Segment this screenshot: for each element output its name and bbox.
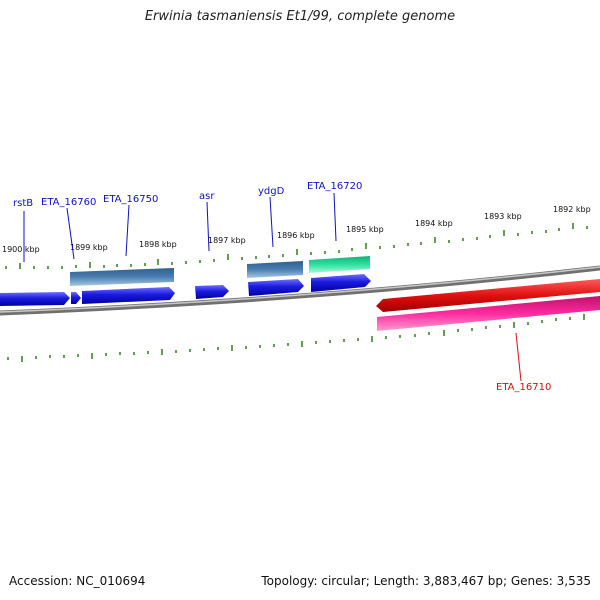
cds-eta-16750-arrow[interactable] — [82, 287, 175, 304]
leader-eta-16750 — [125, 204, 130, 257]
leader-eta-16710 — [515, 332, 522, 382]
lower-tick-minor — [7, 317, 571, 360]
gene-label-rstb[interactable]: rstB — [13, 198, 33, 209]
cds-eta-16760-arrow[interactable] — [71, 292, 81, 304]
cds-rstb-arrow[interactable] — [0, 292, 70, 306]
tick-label-1898: 1898 kbp — [139, 240, 177, 249]
map-title: Erwinia tasmaniensis Et1/99, complete ge… — [144, 9, 456, 24]
upper-tick-ruler — [19, 223, 574, 269]
tick-label-1892: 1892 kbp — [553, 205, 591, 214]
tick-label-1893: 1893 kbp — [484, 212, 522, 221]
tick-label-1894: 1894 kbp — [415, 219, 453, 228]
gene-ydgd-bar[interactable] — [247, 261, 303, 278]
tick-label-1896: 1896 kbp — [277, 231, 315, 240]
tick-label-1895: 1895 kbp — [346, 225, 384, 234]
leader-ydgd — [269, 196, 274, 248]
cds-ydgd-arrow[interactable] — [248, 279, 304, 296]
gene-label-ydgd[interactable]: ydgD — [258, 186, 285, 197]
gene-eta-16720-bar[interactable] — [309, 256, 370, 273]
leader-asr — [206, 201, 210, 252]
genome-backbone — [0, 265, 600, 316]
leader-eta-16720 — [333, 192, 337, 242]
gene-eta-16710-bar[interactable] — [377, 296, 600, 331]
tick-label-1900: 1900 kbp — [2, 245, 40, 254]
topology-text: Topology: circular; Length: 3,883,467 bp… — [261, 574, 591, 588]
leader-eta-16760 — [66, 207, 75, 260]
cds-eta-16710-arrow[interactable] — [376, 279, 600, 312]
cds-asr-arrow[interactable] — [195, 285, 229, 299]
upper-tick-minor — [5, 226, 588, 269]
gene-label-eta-16720[interactable]: ETA_16720 — [307, 181, 362, 192]
gene-eta-16760-16750-bar[interactable] — [70, 268, 174, 286]
tick-label-1899: 1899 kbp — [70, 243, 108, 252]
genome-backbone-highlight — [0, 266, 600, 313]
cds-eta-16720-arrow[interactable] — [311, 274, 371, 292]
gene-label-asr[interactable]: asr — [199, 191, 215, 202]
gene-label-eta-16750[interactable]: ETA_16750 — [103, 194, 158, 205]
lower-tick-ruler — [21, 314, 585, 362]
gene-label-eta-16710[interactable]: ETA_16710 — [496, 382, 551, 393]
accession-text: Accession: NC_010694 — [9, 574, 146, 588]
tick-label-1897: 1897 kbp — [208, 236, 246, 245]
gene-label-eta-16760[interactable]: ETA_16760 — [41, 197, 96, 208]
